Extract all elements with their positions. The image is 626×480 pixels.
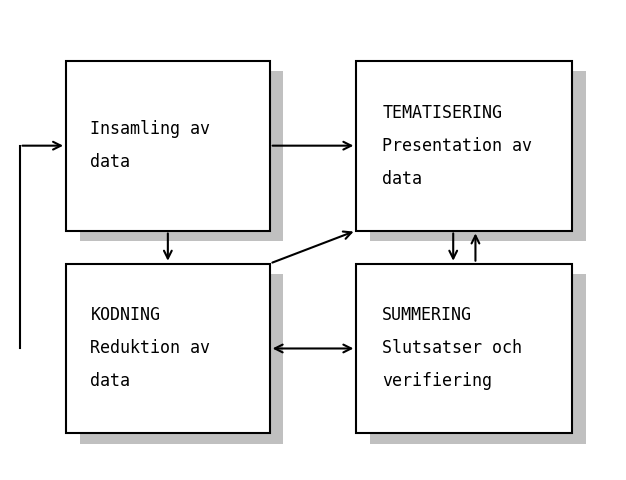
Bar	[370, 71, 586, 241]
Bar	[356, 61, 572, 230]
Bar	[80, 274, 284, 444]
Bar	[66, 264, 270, 433]
Text: verifiering: verifiering	[382, 372, 492, 391]
Text: Slutsatser och: Slutsatser och	[382, 339, 522, 358]
Bar	[370, 274, 586, 444]
Bar	[80, 71, 284, 241]
Text: data: data	[90, 372, 130, 391]
Text: Reduktion av: Reduktion av	[90, 339, 210, 358]
Bar	[356, 264, 572, 433]
Text: data: data	[382, 170, 422, 188]
Text: KODNING: KODNING	[90, 306, 160, 324]
Text: Presentation av: Presentation av	[382, 137, 532, 155]
Text: SUMMERING: SUMMERING	[382, 306, 472, 324]
Bar	[66, 61, 270, 230]
Text: TEMATISERING: TEMATISERING	[382, 104, 502, 121]
Text: Insamling av: Insamling av	[90, 120, 210, 138]
Text: data: data	[90, 153, 130, 171]
